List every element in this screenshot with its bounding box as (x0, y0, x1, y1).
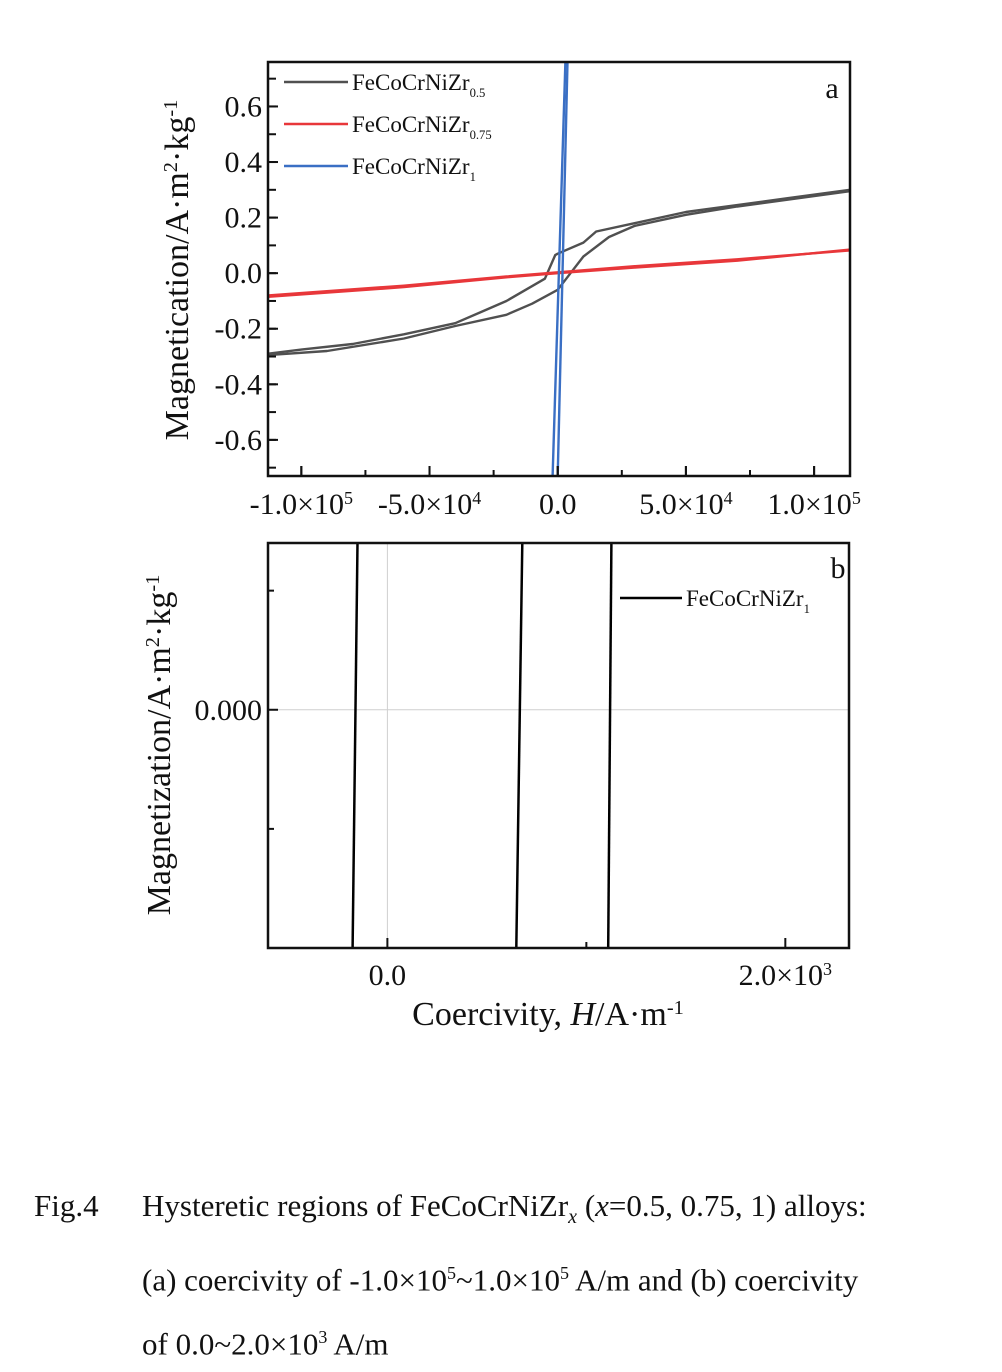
x-tick-label: -5.0×104 (378, 488, 481, 521)
panel-label: a (825, 72, 838, 105)
y-tick-label: 0.4 (225, 146, 263, 179)
caption-sup: 5 (446, 1263, 456, 1284)
x-axis-label: Coercivity, H/A·m-1 (412, 996, 684, 1033)
caption-text: of 0.0~2.0×10 (142, 1325, 319, 1361)
series-line-1-branch-0 (351, 543, 359, 948)
legend-label: FeCoCrNiZr1 (352, 154, 476, 184)
plot-frame (266, 60, 852, 478)
chart-panel-b: 0.0 2.0×103 0.000 Magnetization/A·m2·kg-1 Co… (141, 541, 851, 1033)
x-tick-label: -1.0×105 (250, 488, 353, 521)
legend-label: FeCoCrNiZr1 (686, 586, 810, 616)
x-tick-label: 5.0×104 (639, 488, 732, 521)
series-line-1-branch-2 (606, 543, 613, 948)
series-line-0.5-branch-0 (268, 188, 850, 355)
caption-text: ( (577, 1188, 596, 1223)
figure: -1.0×105 -5.0×104 0.0 5.0×104 1.0×105 0.6 0.4 0… (141, 60, 861, 1033)
y-tick-label: 0.2 (225, 202, 263, 235)
legend-label: FeCoCrNiZr0.5 (352, 70, 485, 100)
series-line-1-branch-1 (556, 62, 569, 476)
y-tick-label: -0.4 (215, 368, 263, 401)
plot-frame (266, 541, 851, 950)
caption-text: A/m and (b) coercivity (569, 1262, 859, 1298)
legend: FeCoCrNiZr1 (620, 586, 810, 616)
x-tick-label: 2.0×103 (739, 959, 832, 992)
y-tick-label: -0.2 (215, 313, 263, 346)
x-tick-label: 0.0 (539, 488, 577, 521)
series-group (268, 62, 850, 476)
y-tick-label: 0.000 (195, 694, 263, 727)
legend-label: FeCoCrNiZr0.75 (352, 112, 492, 142)
y-tick-label: -0.6 (215, 424, 263, 457)
y-axis-label: Magnetication/A·m2·kg-1 (159, 100, 196, 441)
y-tick-label: 0.6 (225, 90, 263, 123)
caption-sup: 5 (560, 1263, 569, 1284)
caption-text: A/m (327, 1325, 389, 1361)
x-tick-label: 0.0 (369, 959, 407, 992)
series-line-1-branch-0 (551, 62, 567, 476)
series-group (351, 543, 613, 948)
caption-text: =0.5, 0.75, 1) alloys: (608, 1188, 867, 1223)
caption-text: Hysteretic regions of FeCoCrNiZr (142, 1188, 569, 1223)
caption-sub: x (568, 1206, 578, 1229)
caption-sup: 3 (318, 1326, 328, 1347)
x-tick-label: 1.0×105 (767, 488, 860, 521)
caption-text: ~1.0×10 (455, 1262, 560, 1298)
chart-panel-a: -1.0×105 -5.0×104 0.0 5.0×104 1.0×105 0.6 0.4 0… (159, 60, 861, 521)
caption-label: Fig.4 (34, 1188, 99, 1223)
y-axis-label: Magnetization/A·m2·kg-1 (141, 575, 178, 916)
y-tick-label: 0.0 (225, 257, 263, 290)
legend: FeCoCrNiZr0.5 FeCoCrNiZr0.75 FeCoCrNiZr1 (284, 70, 492, 184)
caption-text: (a) coercivity of -1.0×10 (142, 1262, 447, 1298)
panel-label: b (831, 552, 846, 585)
caption-var: x (595, 1188, 609, 1223)
series-line-1-branch-1 (515, 543, 524, 948)
